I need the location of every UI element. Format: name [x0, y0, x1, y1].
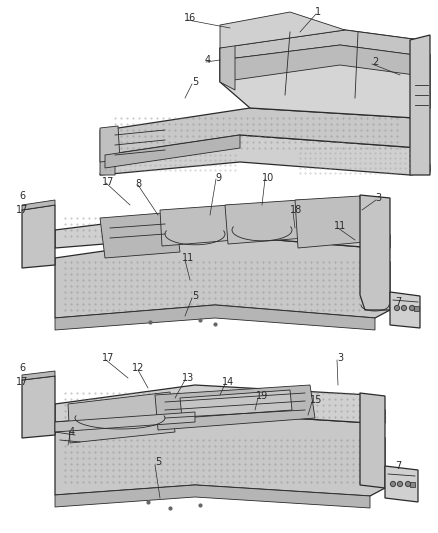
- Polygon shape: [225, 200, 304, 244]
- Circle shape: [409, 305, 413, 311]
- Text: 7: 7: [394, 461, 400, 471]
- Polygon shape: [55, 412, 384, 496]
- Text: 12: 12: [131, 363, 144, 373]
- Text: 9: 9: [215, 173, 221, 183]
- Polygon shape: [55, 210, 389, 248]
- Polygon shape: [389, 292, 419, 328]
- Text: 11: 11: [333, 221, 345, 231]
- Circle shape: [390, 481, 395, 487]
- Polygon shape: [219, 12, 344, 48]
- Text: 17: 17: [102, 353, 114, 363]
- Text: 7: 7: [394, 297, 400, 307]
- Polygon shape: [55, 412, 194, 432]
- Polygon shape: [359, 195, 389, 310]
- Text: 3: 3: [374, 193, 380, 203]
- Text: 3: 3: [336, 353, 342, 363]
- Text: 5: 5: [191, 77, 198, 87]
- Polygon shape: [409, 35, 429, 175]
- Text: 5: 5: [155, 457, 161, 467]
- Circle shape: [396, 481, 402, 487]
- Text: 2: 2: [371, 57, 377, 67]
- Text: 4: 4: [205, 55, 211, 65]
- Polygon shape: [219, 30, 429, 118]
- Text: 6: 6: [19, 363, 25, 373]
- Circle shape: [394, 305, 399, 311]
- Text: 5: 5: [191, 291, 198, 301]
- Text: 19: 19: [255, 391, 268, 401]
- Polygon shape: [219, 45, 234, 90]
- Polygon shape: [159, 205, 234, 246]
- Text: 16: 16: [184, 13, 196, 23]
- Polygon shape: [100, 126, 120, 162]
- Polygon shape: [22, 371, 55, 380]
- Text: 6: 6: [19, 191, 25, 201]
- Text: 17: 17: [102, 177, 114, 187]
- Bar: [413, 306, 418, 311]
- Polygon shape: [105, 108, 419, 155]
- Polygon shape: [359, 393, 384, 488]
- Text: 15: 15: [309, 395, 321, 405]
- Circle shape: [401, 305, 406, 311]
- Polygon shape: [55, 235, 389, 318]
- Text: 1: 1: [314, 7, 320, 17]
- Polygon shape: [22, 200, 55, 210]
- Polygon shape: [55, 485, 369, 508]
- Polygon shape: [180, 390, 291, 418]
- Text: 11: 11: [181, 253, 194, 263]
- Polygon shape: [55, 385, 384, 423]
- Text: 17: 17: [16, 377, 28, 387]
- Polygon shape: [100, 128, 115, 175]
- Text: 10: 10: [261, 173, 273, 183]
- Polygon shape: [219, 30, 419, 60]
- Polygon shape: [219, 45, 414, 82]
- Polygon shape: [294, 196, 364, 248]
- Text: 14: 14: [221, 377, 233, 387]
- Polygon shape: [155, 385, 314, 430]
- Polygon shape: [68, 392, 175, 443]
- Circle shape: [405, 481, 410, 487]
- Polygon shape: [384, 466, 417, 502]
- Text: 17: 17: [16, 205, 28, 215]
- Text: 18: 18: [289, 205, 301, 215]
- Polygon shape: [22, 376, 55, 438]
- Text: 13: 13: [181, 373, 194, 383]
- Polygon shape: [100, 135, 429, 175]
- Polygon shape: [105, 135, 240, 168]
- Bar: [409, 482, 414, 487]
- Polygon shape: [22, 205, 55, 268]
- Polygon shape: [100, 212, 180, 258]
- Text: 4: 4: [69, 427, 75, 437]
- Polygon shape: [55, 305, 374, 330]
- Text: 8: 8: [134, 179, 141, 189]
